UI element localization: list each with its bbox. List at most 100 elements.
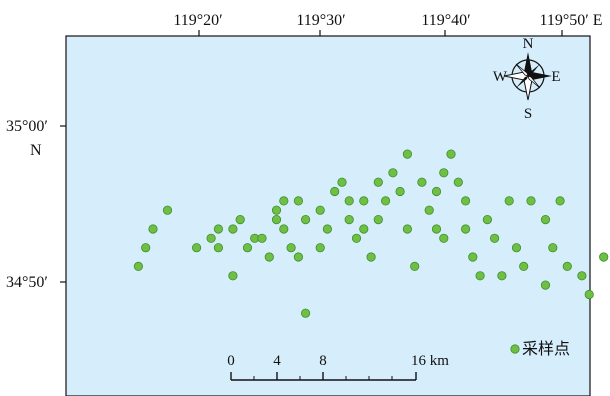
sample-point bbox=[439, 168, 449, 178]
sample-point bbox=[322, 224, 332, 234]
sample-point bbox=[359, 196, 369, 206]
compass-south-label: S bbox=[524, 106, 532, 122]
sample-point bbox=[519, 261, 529, 271]
compass-sw-point bbox=[516, 76, 528, 88]
sample-point bbox=[300, 308, 311, 318]
sample-point bbox=[293, 196, 303, 206]
sample-point bbox=[402, 149, 412, 159]
compass-ne-point bbox=[528, 64, 540, 76]
sample-point bbox=[562, 261, 572, 271]
x-tick-label: 119°20′ bbox=[173, 12, 222, 29]
sample-point bbox=[148, 224, 158, 234]
x-tick-label: 119°30′ bbox=[296, 12, 345, 29]
y-tick-label: N bbox=[30, 142, 42, 159]
sample-point bbox=[475, 271, 485, 281]
y-tick-label: 34°50′ bbox=[6, 274, 48, 291]
compass-rose-icon: N S E W bbox=[493, 36, 561, 122]
sample-point bbox=[213, 243, 223, 253]
sample-point bbox=[286, 243, 296, 253]
sample-point bbox=[431, 186, 442, 197]
sample-point bbox=[366, 252, 376, 262]
x-tick-label: 119°40′ bbox=[421, 12, 470, 29]
scale-bar-label-8: 8 bbox=[319, 353, 327, 369]
scale-bar: 0 4 8 16 km bbox=[227, 353, 449, 381]
sample-point bbox=[133, 261, 143, 271]
sample-point bbox=[344, 215, 354, 225]
compass-north-label: N bbox=[523, 36, 534, 52]
compass-east-point bbox=[528, 72, 552, 80]
sample-point bbox=[271, 215, 282, 225]
sample-point bbox=[162, 205, 173, 215]
sample-point bbox=[228, 271, 238, 281]
sample-point bbox=[431, 224, 442, 234]
x-axis-labels: 119°20′ 119°30′ 119°40′ 119°50′ E bbox=[173, 12, 602, 29]
sample-point bbox=[373, 177, 383, 187]
sample-point bbox=[555, 196, 565, 206]
y-axis-labels: 35°00′ N 34°50′ bbox=[6, 118, 48, 291]
scale-bar-label-0: 0 bbox=[227, 353, 235, 369]
sample-point bbox=[141, 243, 151, 253]
scale-bar-label-16: 16 km bbox=[411, 353, 449, 369]
compass-north-point bbox=[524, 52, 532, 76]
sample-point bbox=[424, 205, 434, 215]
sample-point bbox=[388, 168, 398, 178]
sample-point bbox=[206, 233, 216, 243]
sample-point bbox=[344, 196, 354, 206]
sample-point bbox=[402, 224, 412, 234]
legend: 采样点 bbox=[510, 339, 570, 358]
sample-point bbox=[489, 233, 500, 243]
sample-point bbox=[540, 280, 551, 290]
sample-point bbox=[468, 252, 478, 262]
map-frame bbox=[65, 35, 591, 396]
sample-point bbox=[410, 261, 420, 271]
sample-points-layer bbox=[133, 149, 609, 318]
sample-point bbox=[395, 186, 405, 197]
sample-point bbox=[373, 215, 383, 225]
sample-point bbox=[235, 215, 245, 225]
sample-point bbox=[264, 252, 274, 262]
sample-point bbox=[511, 243, 522, 253]
sample-point bbox=[293, 252, 303, 262]
sample-point bbox=[584, 289, 594, 300]
sample-point bbox=[330, 186, 340, 197]
sample-point bbox=[213, 224, 223, 234]
sample-point bbox=[577, 271, 587, 281]
sample-point bbox=[351, 233, 362, 243]
sample-point bbox=[380, 196, 391, 206]
sample-point bbox=[279, 196, 289, 206]
sample-point bbox=[242, 243, 253, 253]
compass-west-label: W bbox=[493, 69, 508, 85]
sample-point bbox=[497, 271, 507, 281]
sample-point bbox=[504, 196, 514, 206]
sample-point bbox=[526, 196, 536, 206]
sample-point bbox=[548, 243, 558, 253]
sample-point bbox=[453, 177, 463, 187]
sample-point bbox=[460, 196, 471, 206]
sample-point bbox=[228, 224, 238, 234]
sample-point bbox=[315, 243, 325, 253]
sample-point bbox=[460, 224, 471, 234]
sample-point bbox=[315, 205, 325, 215]
sample-point bbox=[446, 149, 456, 159]
sample-point bbox=[279, 224, 289, 234]
sample-point bbox=[337, 177, 347, 187]
sample-point bbox=[271, 205, 282, 215]
legend-label: 采样点 bbox=[522, 339, 570, 358]
sample-point bbox=[482, 215, 492, 225]
legend-marker bbox=[510, 344, 520, 354]
sample-point bbox=[417, 177, 427, 187]
sample-point bbox=[359, 224, 369, 234]
compass-east-label: E bbox=[551, 69, 560, 85]
x-axis-ticks bbox=[198, 30, 563, 36]
sample-point bbox=[257, 233, 267, 243]
sample-point bbox=[439, 233, 449, 243]
sample-point bbox=[192, 243, 202, 253]
y-tick-label: 35°00′ bbox=[6, 118, 48, 135]
sample-point bbox=[300, 215, 311, 225]
sample-point bbox=[599, 252, 609, 262]
y-axis-ticks bbox=[60, 125, 66, 283]
x-tick-label: 119°50′ E bbox=[539, 12, 602, 29]
sample-point bbox=[540, 215, 551, 225]
scale-bar-label-4: 4 bbox=[273, 353, 281, 369]
